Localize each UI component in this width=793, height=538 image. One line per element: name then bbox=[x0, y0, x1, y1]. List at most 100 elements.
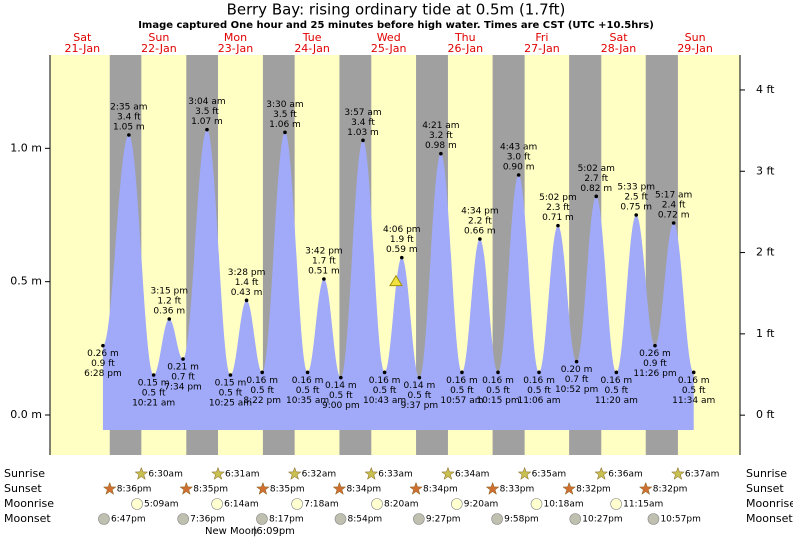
sunset-icon bbox=[485, 481, 500, 495]
row-time: 8:20am bbox=[384, 500, 419, 510]
sunrise-icon bbox=[441, 466, 455, 480]
row-time: 6:31am bbox=[225, 470, 260, 480]
y2-tick-label: 4 ft bbox=[756, 83, 775, 96]
tide-label: 0.5 ft bbox=[219, 389, 243, 399]
moonrise-icon bbox=[291, 498, 303, 510]
row-time: 6:34am bbox=[455, 470, 490, 480]
row-name-right: Moonset bbox=[746, 512, 793, 525]
row-time: 10:27pm bbox=[582, 515, 622, 525]
tide-label: 3.5 ft bbox=[273, 110, 297, 120]
tide-label: 0.7 ft bbox=[565, 375, 589, 385]
tide-point bbox=[460, 370, 464, 375]
tide-label: 0.51 m bbox=[308, 267, 340, 277]
tide-label: 9:00 pm bbox=[322, 401, 360, 411]
tide-label: 0.5 ft bbox=[408, 391, 432, 401]
row-time: 8:17pm bbox=[269, 515, 304, 525]
day-name: Sun bbox=[148, 31, 169, 44]
tide-label: 5:02 am bbox=[578, 164, 615, 174]
row-time: 6:36am bbox=[608, 470, 643, 480]
moonset-icon bbox=[413, 513, 425, 525]
row-name-right: Moonrise bbox=[746, 497, 793, 510]
tide-label: 4:43 am bbox=[500, 143, 537, 153]
day-name: Wed bbox=[377, 31, 401, 44]
moonrise-icon bbox=[211, 498, 223, 510]
row-time: 6:47pm bbox=[111, 515, 146, 525]
tide-label: 11:26 pm bbox=[633, 369, 676, 379]
row-time: 8:33pm bbox=[500, 485, 535, 495]
tide-label: 1.9 ft bbox=[390, 235, 414, 245]
sunrise-icon bbox=[287, 466, 302, 480]
moonrise-icon bbox=[371, 498, 383, 510]
sunrise-icon bbox=[670, 466, 685, 480]
tide-label: 8:22 pm bbox=[243, 396, 281, 406]
tide-label: 0.75 m bbox=[620, 203, 652, 213]
moonset-icon bbox=[177, 513, 189, 525]
tide-label: 11:34 am bbox=[672, 396, 715, 406]
row-time: 8:32pm bbox=[653, 485, 688, 495]
day-name: Fri bbox=[535, 31, 548, 44]
tide-point bbox=[322, 277, 326, 281]
tide-label: 0.9 ft bbox=[91, 359, 115, 369]
tide-label: 11:06 am bbox=[517, 396, 560, 406]
tide-label: 1.2 ft bbox=[157, 297, 181, 307]
tide-point bbox=[361, 138, 365, 143]
tide-point bbox=[205, 127, 209, 132]
row-time: 8:32pm bbox=[576, 485, 611, 495]
tide-label: 10:15 pm bbox=[476, 396, 519, 406]
row-time: 10:57pm bbox=[660, 515, 700, 525]
row-time: 8:34pm bbox=[423, 485, 458, 495]
sunrise-icon bbox=[594, 466, 609, 480]
tide-label: 0.5 ft bbox=[605, 386, 629, 396]
day-date: 29-Jan bbox=[677, 42, 713, 55]
tide-label: 0.9 ft bbox=[643, 359, 667, 369]
day-name: Mon bbox=[224, 31, 247, 44]
tide-label: 0.72 m bbox=[658, 211, 690, 221]
tide-label: 0.5 ft bbox=[329, 391, 353, 401]
day-name: Sun bbox=[685, 31, 706, 44]
y-tick-label: 1.0 m bbox=[10, 141, 42, 154]
tide-label: 3:42 pm bbox=[305, 247, 343, 257]
row-time: 7:36pm bbox=[190, 515, 225, 525]
plot: 0.26 m0.9 ft6:28 pm2:35 am3.4 ft1.05 m0.… bbox=[84, 97, 715, 430]
tide-label: 0.5 ft bbox=[296, 386, 320, 396]
tide-point bbox=[339, 375, 343, 380]
tide-label: 5:33 pm bbox=[617, 183, 655, 193]
tide-label: 1.05 m bbox=[113, 123, 145, 133]
row-time: 8:36pm bbox=[117, 485, 152, 495]
day-date: 21-Jan bbox=[65, 42, 101, 55]
tide-label: 1.07 m bbox=[191, 117, 223, 127]
row-time: 9:20am bbox=[464, 500, 499, 510]
tide-label: 3.4 ft bbox=[117, 113, 141, 123]
tide-label: 0.5 ft bbox=[450, 386, 474, 396]
tide-label: 0.16 m bbox=[601, 376, 633, 386]
moonset-icon bbox=[98, 513, 110, 525]
tide-label: 3.0 ft bbox=[507, 153, 531, 163]
tide-label: 5:02 pm bbox=[539, 193, 577, 203]
tide-point bbox=[537, 370, 541, 375]
row-time: 8:35pm bbox=[193, 485, 228, 495]
tide-label: 0.16 m bbox=[446, 376, 478, 386]
row-name: Sunrise bbox=[4, 467, 45, 480]
tide-label: 0.14 m bbox=[404, 381, 436, 391]
tide-point bbox=[614, 370, 619, 375]
tide-point bbox=[151, 373, 156, 377]
tide-point bbox=[244, 298, 249, 303]
tide-label: 0.20 m bbox=[561, 365, 593, 375]
tide-label: 2.5 ft bbox=[624, 193, 648, 203]
row-time: 8:35pm bbox=[270, 485, 305, 495]
tide-label: 2.3 ft bbox=[546, 203, 570, 213]
tide-point bbox=[671, 221, 676, 225]
tide-label: 4:34 pm bbox=[461, 207, 499, 217]
tide-label: 10:21 am bbox=[132, 399, 175, 409]
sunset-icon bbox=[179, 481, 194, 495]
row-time: 5:09am bbox=[144, 500, 179, 510]
tide-label: 0.71 m bbox=[542, 213, 574, 223]
moonrise-icon bbox=[131, 498, 143, 510]
tide-point bbox=[260, 370, 265, 375]
moonset-icon bbox=[647, 513, 660, 525]
tide-label: 0.66 m bbox=[464, 227, 496, 237]
tide-label: 0.5 ft bbox=[527, 386, 551, 396]
tide-label: 1.03 m bbox=[347, 128, 379, 138]
tide-label: 0.16 m bbox=[246, 376, 278, 386]
sunset-icon bbox=[102, 481, 117, 495]
